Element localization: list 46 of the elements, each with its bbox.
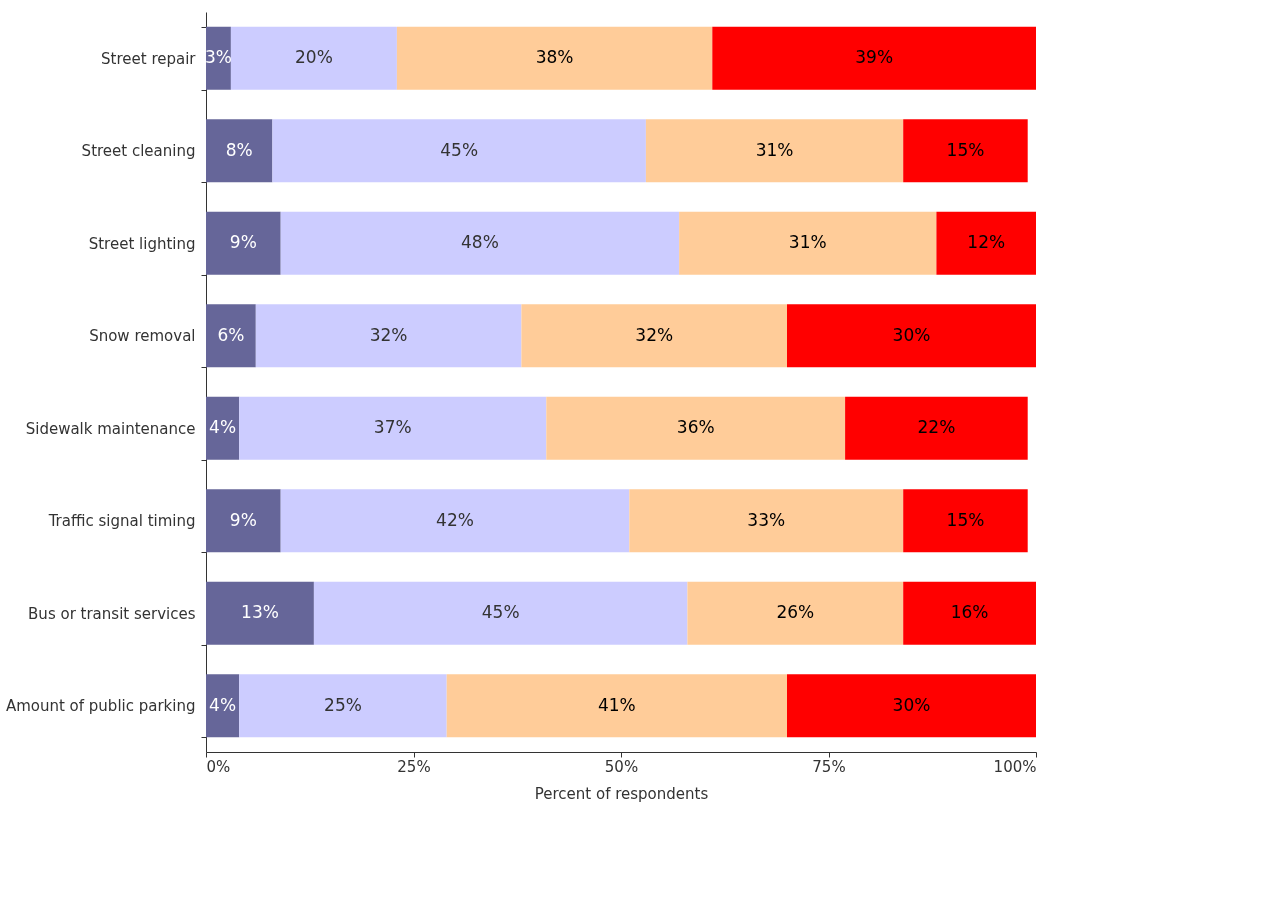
data-label: 42% <box>436 509 474 530</box>
data-label: 32% <box>369 324 408 345</box>
y-tick-label: Amount of public parking <box>5 697 196 716</box>
data-label: 39% <box>855 47 894 68</box>
y-tick-label: Street cleaning <box>81 142 196 161</box>
data-label: 26% <box>776 602 815 623</box>
data-label: 9% <box>229 232 257 253</box>
x-axis-title: Percent of respondents <box>534 784 709 803</box>
data-label: 25% <box>324 694 362 715</box>
data-label: 36% <box>676 417 715 438</box>
x-tick-label: 25% <box>397 757 431 776</box>
data-label: 45% <box>481 602 520 623</box>
y-tick-label: Street repair <box>101 49 197 68</box>
data-label: 32% <box>635 324 674 345</box>
x-tick-label: 0% <box>206 757 231 776</box>
data-label: 6% <box>217 324 245 345</box>
data-label: 22% <box>917 417 956 438</box>
data-label: 48% <box>461 232 499 253</box>
data-label: 31% <box>788 232 827 253</box>
y-tick-label: Snow removal <box>89 327 196 346</box>
x-tick-label: 75% <box>812 757 846 776</box>
y-tick-label: Street lighting <box>88 234 196 253</box>
data-label: 45% <box>440 139 479 160</box>
data-label: 31% <box>755 139 794 160</box>
data-label: 8% <box>225 139 253 160</box>
data-label: 38% <box>535 47 574 68</box>
y-tick-label: Traffic signal timing <box>47 512 196 531</box>
x-tick-label: 100% <box>993 757 1037 776</box>
data-label: 16% <box>950 602 989 623</box>
data-label: 20% <box>295 47 333 68</box>
data-label: 13% <box>241 602 279 623</box>
data-label: 3% <box>204 47 232 68</box>
x-tick-label: 50% <box>604 757 639 776</box>
data-label: 30% <box>892 694 931 715</box>
data-label: 15% <box>946 139 985 160</box>
data-label: 4% <box>209 694 237 715</box>
data-label: 37% <box>373 417 412 438</box>
y-tick-label: Sidewalk maintenance <box>25 419 196 438</box>
data-label: 15% <box>946 509 985 530</box>
y-tick-label: Bus or transit services <box>28 604 196 623</box>
data-label: 30% <box>892 324 931 345</box>
data-label: 12% <box>967 232 1006 253</box>
data-label: 41% <box>597 694 636 715</box>
data-label: 33% <box>747 509 786 530</box>
data-label: 4% <box>209 417 237 438</box>
data-label: 9% <box>229 509 257 530</box>
